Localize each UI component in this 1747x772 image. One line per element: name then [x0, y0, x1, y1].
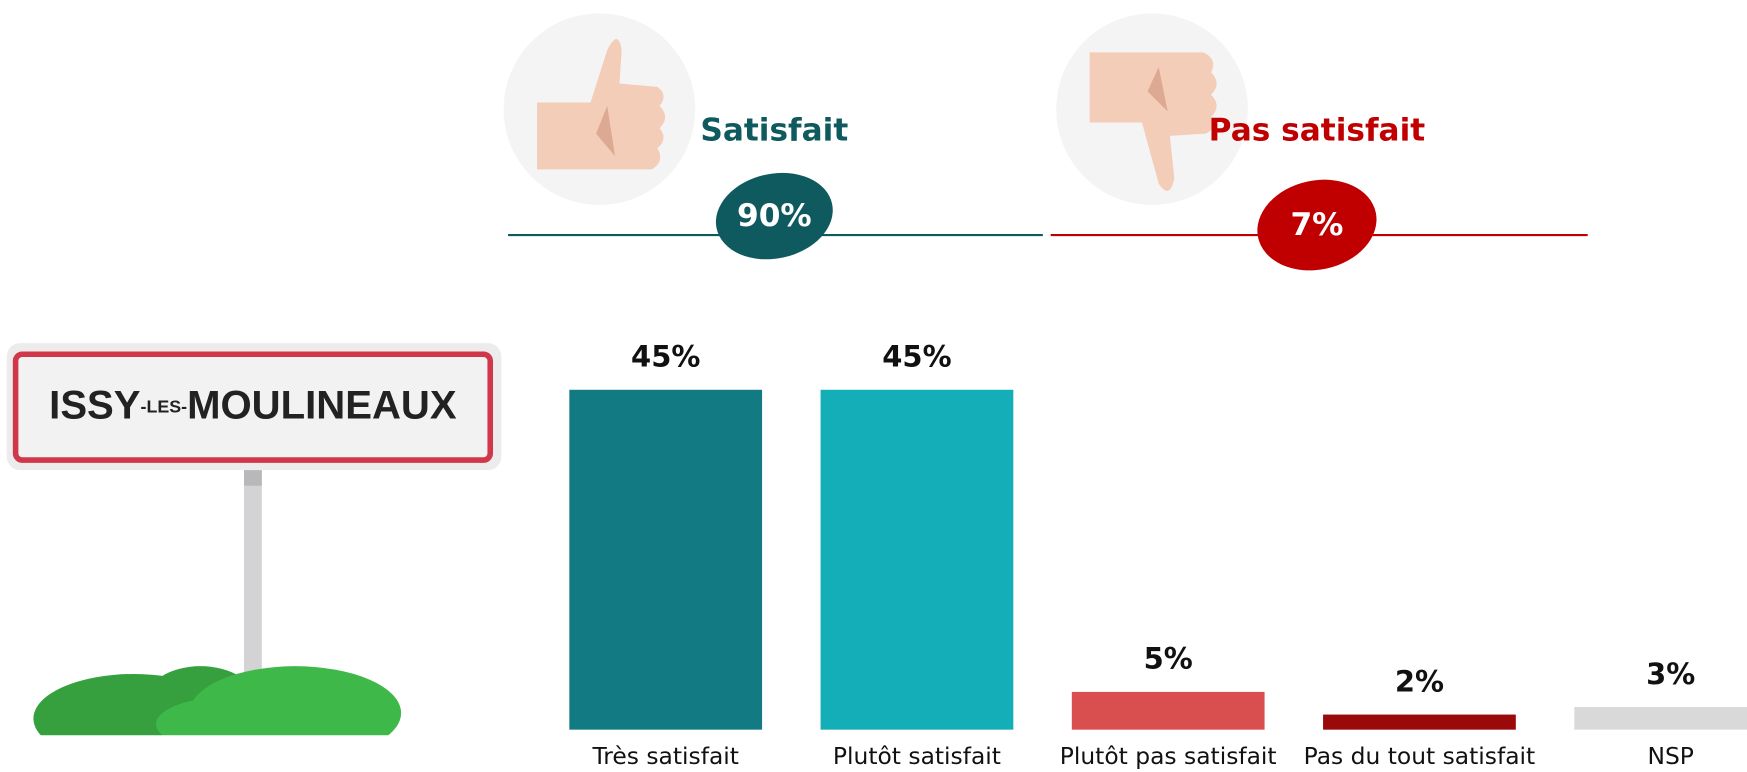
summary-value: 90%	[737, 198, 812, 234]
summary-label: Satisfait	[700, 112, 848, 148]
data-label: 5%	[1144, 642, 1193, 676]
town-sign: ISSY-LES-MOULINEAUX	[0, 343, 502, 772]
x-tick-label: Pas du tout satisfait	[1304, 742, 1536, 770]
data-label: 45%	[631, 340, 700, 374]
summary-badge	[1257, 179, 1377, 271]
sign-text-part: -LES-	[141, 396, 188, 416]
x-tick-label: NSP	[1647, 742, 1693, 770]
summary-badge	[715, 172, 833, 260]
sign-text-part: ISSY	[49, 383, 141, 427]
thumb-up-icon	[503, 13, 696, 205]
sign-text-part: MOULINEAUX	[187, 383, 457, 427]
summary-value: 7%	[1290, 207, 1343, 243]
thumb-down-icon	[1056, 13, 1248, 205]
x-tick-label: Très satisfait	[591, 742, 738, 770]
bar	[820, 389, 1014, 730]
summary-label: Pas satisfait	[1209, 112, 1426, 148]
bar	[1071, 691, 1265, 730]
data-label: 3%	[1646, 657, 1695, 691]
data-label: 2%	[1395, 664, 1444, 698]
bar	[1574, 707, 1747, 730]
x-tick-label: Plutôt satisfait	[833, 742, 1001, 770]
bar	[569, 389, 763, 730]
bar	[1323, 714, 1516, 730]
data-label: 45%	[882, 340, 951, 374]
x-tick-label: Plutôt pas satisfait	[1060, 742, 1277, 770]
sign-text: ISSY-LES-MOULINEAUX	[49, 383, 457, 427]
